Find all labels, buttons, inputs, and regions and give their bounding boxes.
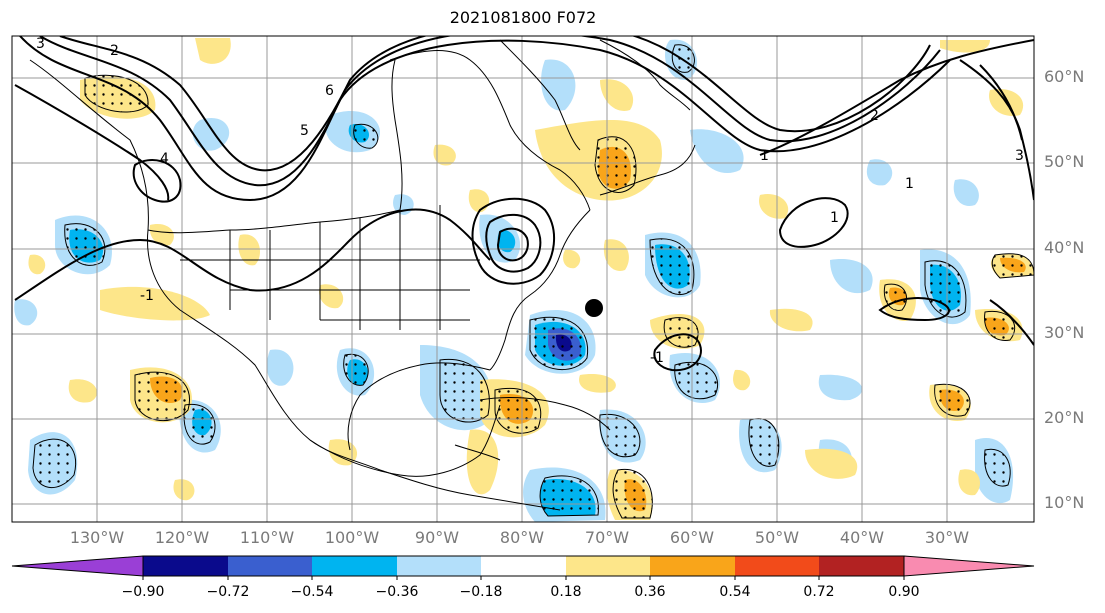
- lon-label-100w: 100°W: [324, 528, 380, 547]
- colorbar-tick-label: 0.90: [888, 584, 920, 600]
- colorbar-segment: [228, 556, 312, 576]
- colorbar-segment: [143, 556, 228, 576]
- colorbar-tick-label: 0.18: [550, 584, 582, 600]
- colorbar-tick-label: −0.90: [121, 584, 165, 600]
- map-frame: [12, 36, 1034, 522]
- lon-label-70w: 70°W: [584, 528, 630, 547]
- colorbar-tick-label: 0.72: [803, 584, 835, 600]
- map-title: 2021081800 F072: [449, 8, 597, 27]
- significance-stippling: [32, 44, 1034, 519]
- contour-label-group: 3 2 4 5 6 -1 1 2 -1 1 1 3: [36, 36, 1024, 366]
- lon-label-90w: 90°W: [414, 528, 460, 547]
- lon-label-40w: 40°W: [839, 528, 885, 547]
- contour-label: 6: [325, 83, 334, 99]
- coastlines: [29, 39, 696, 511]
- contour-label: 1: [905, 176, 914, 192]
- colorbar-segment: [397, 556, 481, 576]
- colorbar-tick-label: −0.54: [290, 584, 334, 600]
- contour-label: 4: [160, 151, 169, 167]
- lon-label-60w: 60°W: [669, 528, 715, 547]
- colorbar-tick-label: 0.54: [719, 584, 751, 600]
- contour-label: 2: [110, 43, 119, 59]
- contour-label: -1: [650, 350, 664, 366]
- lon-label-50w: 50°W: [754, 528, 800, 547]
- lat-label-60n: 60°N: [1044, 67, 1085, 86]
- colorbar-tick-label: −0.72: [206, 584, 250, 600]
- colorbar-segment: [566, 556, 650, 576]
- colorbar-segment: [735, 556, 819, 576]
- contour-label: -1: [140, 288, 154, 304]
- contour-label: 5: [300, 123, 309, 139]
- lon-label-120w: 120°W: [154, 528, 210, 547]
- colorbar-segment: [312, 556, 397, 576]
- contour-label: 2: [870, 108, 879, 124]
- contour-label: 1: [830, 210, 839, 226]
- map-border: [11, 35, 1035, 523]
- colorbar-extend-left: [11, 555, 144, 577]
- lat-label-20n: 20°N: [1044, 408, 1085, 427]
- lon-label-80w: 80°W: [499, 528, 545, 547]
- contour-lines: [14, 36, 1034, 372]
- colorbar-tick-label: −0.18: [459, 584, 503, 600]
- contour-label: 1: [760, 148, 769, 164]
- colorbar-segment: [650, 556, 735, 576]
- lon-label-110w: 110°W: [239, 528, 295, 547]
- lon-label-30w: 30°W: [924, 528, 970, 547]
- colorbar-segment: [819, 556, 904, 576]
- colorbar-segment: [481, 556, 566, 576]
- contour-label: 3: [36, 36, 45, 52]
- lat-label-50n: 50°N: [1044, 152, 1085, 171]
- contour-label: 3: [1015, 148, 1024, 164]
- colorbar-tick-label: −0.36: [375, 584, 419, 600]
- lat-label-40n: 40°N: [1044, 238, 1085, 257]
- colorbar-tick-label: 0.36: [634, 584, 666, 600]
- colorbar: [11, 555, 1035, 580]
- lon-label-130w: 130°W: [69, 528, 125, 547]
- lat-label-30n: 30°N: [1044, 323, 1085, 342]
- colorbar-extend-right: [903, 555, 1035, 577]
- lat-label-10n: 10°N: [1044, 493, 1085, 512]
- storm-center-marker: [585, 299, 603, 317]
